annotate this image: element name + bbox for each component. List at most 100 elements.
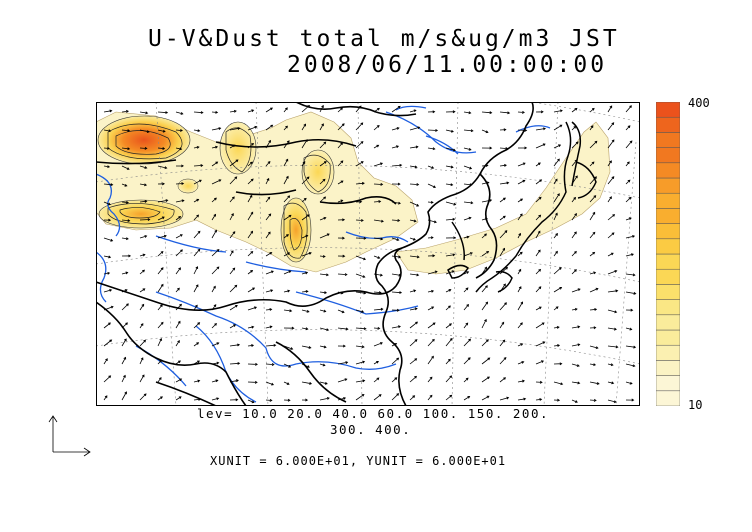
wind-arrow xyxy=(229,361,241,365)
wind-arrow xyxy=(337,199,344,203)
wind-arrow xyxy=(517,213,523,221)
wind-arrow xyxy=(265,139,271,149)
wind-arrow xyxy=(157,267,164,275)
wind-arrow xyxy=(571,175,578,185)
wind-arrow xyxy=(283,345,294,350)
wind-arrow xyxy=(391,218,401,222)
wind-arrow xyxy=(283,270,292,275)
wind-arrow xyxy=(229,144,236,149)
wind-arrow xyxy=(589,271,597,275)
wind-arrow xyxy=(499,339,506,347)
wind-arrow xyxy=(229,343,241,347)
wind-arrow xyxy=(211,304,217,311)
wind-arrow xyxy=(337,273,348,276)
wind-arrow xyxy=(283,363,292,368)
wind-arrow xyxy=(535,380,543,384)
wind-arrow xyxy=(481,376,490,383)
wind-arrow xyxy=(589,231,596,239)
wind-arrow xyxy=(283,252,291,257)
wind-arrow xyxy=(445,358,451,365)
figure-timestamp: 2008/06/11.00:00:00 xyxy=(287,52,608,78)
wind-arrow xyxy=(445,129,454,133)
wind-arrow xyxy=(607,196,612,203)
wind-arrow xyxy=(391,325,401,329)
wind-arrow xyxy=(283,107,288,113)
wind-arrow xyxy=(103,305,114,311)
wind-arrow xyxy=(625,327,633,331)
wind-arrow xyxy=(139,393,147,401)
wind-arrow xyxy=(229,176,238,185)
wind-arrow xyxy=(409,321,419,329)
colorbar-segment xyxy=(656,299,680,316)
wind-arrow xyxy=(247,362,258,366)
wind-arrow xyxy=(229,305,238,311)
wind-arrow xyxy=(589,398,597,402)
wind-arrow xyxy=(607,289,619,293)
wind-arrow xyxy=(427,322,436,329)
colorbar-segment xyxy=(656,102,680,118)
wind-arrow xyxy=(283,381,290,385)
wind-arrow xyxy=(445,394,453,401)
wind-arrow xyxy=(301,345,312,349)
wind-arrow xyxy=(625,308,634,312)
wind-arrow xyxy=(157,377,162,383)
wind-arrow xyxy=(265,270,274,275)
wind-arrow xyxy=(409,289,417,293)
wind-arrow xyxy=(247,194,253,203)
wind-arrow xyxy=(499,247,505,257)
wind-arrow xyxy=(193,379,201,383)
wind-arrow xyxy=(355,255,367,261)
wind-arrow xyxy=(157,250,164,257)
wind-arrow xyxy=(409,126,421,131)
wind-arrow xyxy=(607,345,619,349)
wind-arrow xyxy=(553,109,563,113)
wind-arrow xyxy=(589,345,599,350)
wind-arrow xyxy=(193,164,204,168)
wind-arrow xyxy=(589,363,597,367)
colorbar-segment xyxy=(656,132,680,148)
contour-levels-line1: lev= 10.0 20.0 40.0 60.0 100. 150. 200. xyxy=(197,406,549,421)
wind-arrow xyxy=(319,327,330,332)
colorbar-segment xyxy=(656,147,680,164)
wind-vectors xyxy=(103,104,637,404)
wind-arrow xyxy=(337,236,345,240)
colorbar-max-label: 400 xyxy=(688,96,710,110)
wind-arrow xyxy=(391,343,398,347)
wind-arrow xyxy=(139,129,150,133)
wind-arrow xyxy=(139,269,145,275)
wind-arrow xyxy=(607,122,615,131)
wind-arrow xyxy=(337,180,344,185)
wind-arrow xyxy=(121,183,128,187)
wind-arrow xyxy=(301,363,310,368)
wind-arrow xyxy=(607,139,615,149)
wind-arrow xyxy=(247,178,254,185)
wind-arrow xyxy=(463,216,472,221)
wind-arrow xyxy=(283,140,290,149)
wind-arrow xyxy=(589,211,596,221)
wind-arrow xyxy=(409,145,419,149)
wind-arrow xyxy=(391,201,401,205)
wind-arrow xyxy=(319,233,330,239)
wind-arrow xyxy=(445,147,456,152)
wind-arrow xyxy=(301,290,309,293)
wind-arrow xyxy=(517,146,528,150)
japan-coastline xyxy=(447,121,597,293)
wind-arrow xyxy=(625,161,630,167)
wind-arrow xyxy=(445,201,457,206)
wind-arrow xyxy=(157,129,166,133)
wind-arrow xyxy=(283,158,289,167)
wind-arrow xyxy=(265,124,274,131)
wind-arrow xyxy=(301,234,309,239)
wind-arrow xyxy=(193,284,199,293)
wind-arrow xyxy=(175,216,182,221)
wind-arrow xyxy=(139,146,148,150)
figure-title: U-V&Dust total m/s&ug/m3 JST xyxy=(148,26,620,52)
wind-arrow xyxy=(553,325,560,329)
wind-arrow xyxy=(373,255,381,259)
wind-arrow xyxy=(229,231,236,239)
wind-arrow xyxy=(265,289,274,293)
wind-arrow xyxy=(319,381,328,385)
wind-arrow xyxy=(517,301,523,311)
wind-arrow xyxy=(121,147,131,151)
reference-vector xyxy=(48,415,91,457)
